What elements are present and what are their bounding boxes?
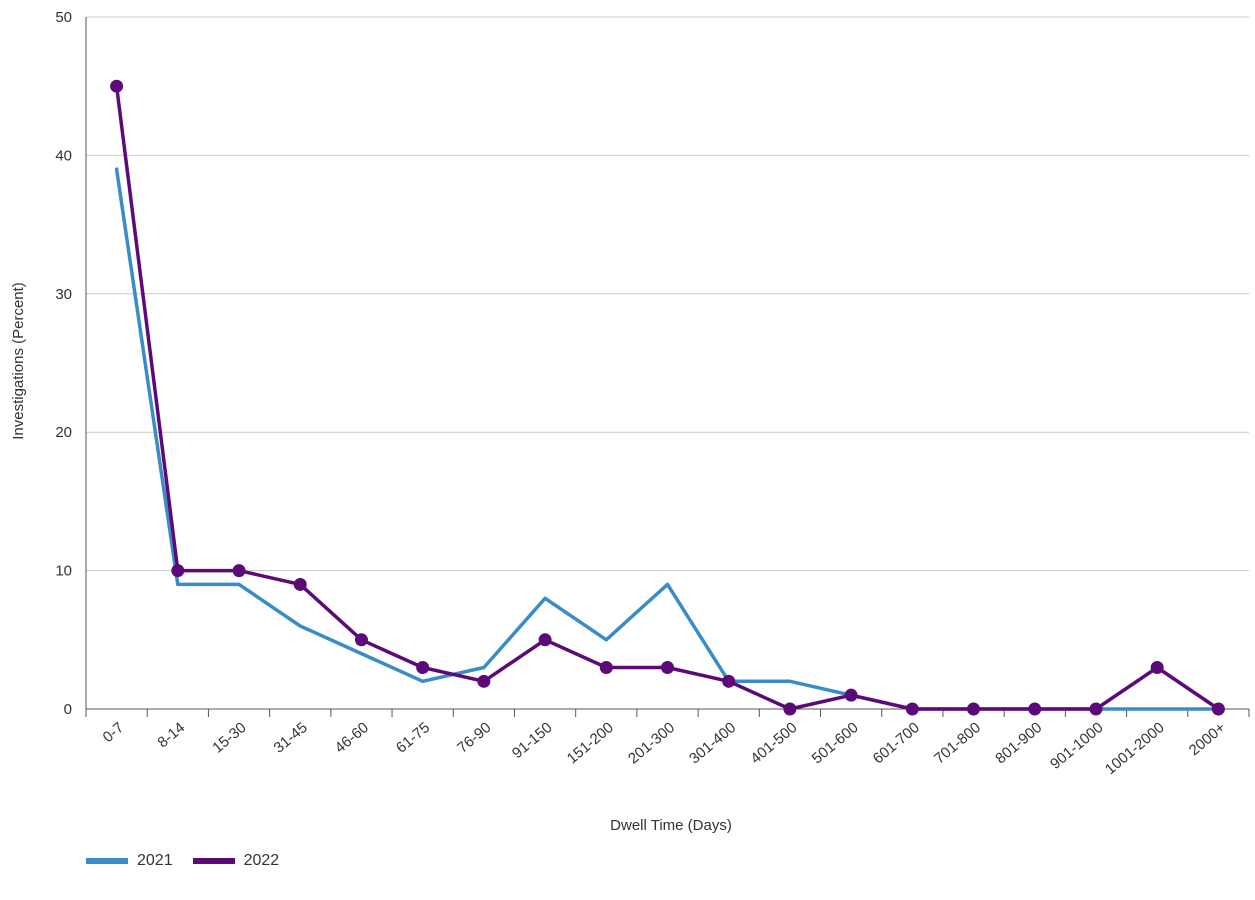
- data-point-2022-501-600: [844, 688, 858, 702]
- line-chart: 0 10 20 30 40 50 0-7 8-14 15-30 31-45 46-60 61-75 7…: [10, 9, 1250, 834]
- x-axis-title: Dwell Time (Days): [610, 817, 732, 834]
- x-tick-label-1001-2000: 1001-2000: [1102, 719, 1168, 778]
- legend-swatch-2022: [192, 858, 235, 864]
- data-point-2022-15-30: [232, 564, 246, 578]
- y-tick-label-0: 0: [64, 701, 72, 718]
- legend-label-2021: 2021: [137, 852, 173, 869]
- data-point-2022-2000+: [1211, 702, 1225, 716]
- data-point-2022-801-900: [1028, 702, 1042, 716]
- x-tick-label-91-150: 91-150: [509, 719, 556, 762]
- data-point-2022-0-7: [110, 79, 124, 93]
- legend: 2021 2022: [86, 852, 279, 870]
- data-point-2022-91-150: [538, 633, 552, 647]
- data-point-2022-31-45: [293, 577, 307, 591]
- data-point-2022-901-1000: [1089, 702, 1103, 716]
- data-point-2022-76-90: [477, 674, 491, 688]
- y-tick-label-10: 10: [55, 563, 72, 580]
- series-line-2021: [114, 167, 1221, 711]
- x-tick-label-31-45: 31-45: [270, 719, 310, 757]
- x-tick-label-401-500: 401-500: [747, 719, 800, 767]
- x-tick-label-301-400: 301-400: [686, 719, 739, 767]
- data-point-2022-401-500: [783, 702, 797, 716]
- x-tick-label-801-900: 801-900: [992, 719, 1045, 767]
- x-tick-label-76-90: 76-90: [454, 719, 494, 757]
- x-tick-label-46-60: 46-60: [332, 719, 372, 757]
- data-point-2022-301-400: [722, 674, 736, 688]
- x-tick-label-601-700: 601-700: [870, 719, 923, 767]
- legend-item-2022: 2022: [192, 852, 280, 870]
- data-point-2022-601-700: [905, 702, 919, 716]
- y-tick-label-50: 50: [55, 9, 72, 26]
- data-point-2022-61-75: [416, 660, 430, 674]
- gridlines: [86, 16, 1249, 572]
- legend-label-2022: 2022: [243, 852, 280, 869]
- x-tick-label-0-7: 0-7: [100, 719, 128, 746]
- x-tick-label-8-14: 8-14: [154, 719, 188, 751]
- x-tick-label-61-75: 61-75: [393, 719, 433, 757]
- y-tick-label-20: 20: [55, 424, 72, 441]
- x-tick-label-901-1000: 901-1000: [1047, 719, 1106, 773]
- data-point-2022-151-200: [599, 660, 613, 674]
- x-tick-label-151-200: 151-200: [564, 719, 617, 767]
- x-tick-label-201-300: 201-300: [625, 719, 678, 767]
- legend-swatch-2021: [86, 858, 128, 864]
- data-point-2022-46-60: [354, 633, 368, 647]
- x-tick-label-501-600: 501-600: [809, 719, 862, 767]
- data-point-2022-201-300: [661, 660, 674, 674]
- y-tick-label-30: 30: [55, 286, 72, 303]
- data-point-2022-701-800: [967, 702, 981, 716]
- x-tick-label-2000+: 2000+: [1186, 719, 1229, 759]
- data-point-2022-8-14: [171, 564, 185, 578]
- legend-item-2021: 2021: [86, 852, 173, 870]
- y-axis-title: Investigations (Percent): [10, 282, 27, 440]
- data-point-2022-1001-2000: [1150, 660, 1164, 674]
- y-tick-label-40: 40: [55, 147, 72, 164]
- x-tick-label-701-800: 701-800: [931, 719, 984, 767]
- y-axis-ticks: 0 10 20 30 40 50: [55, 9, 72, 718]
- series-lines: [110, 79, 1225, 716]
- x-tick-label-15-30: 15-30: [209, 719, 249, 757]
